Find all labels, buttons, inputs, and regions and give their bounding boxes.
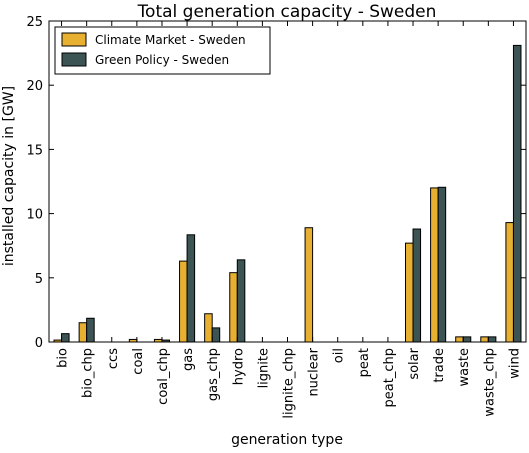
legend: Climate Market - Sweden Green Policy - Sw… — [54, 26, 271, 75]
y-tick-label: 0 — [35, 336, 43, 351]
bar-solar-series-2 — [412, 228, 422, 343]
x-tick-label-coal_chp: coal_chp — [156, 348, 171, 405]
x-tick-label-oil: oil — [332, 348, 347, 363]
bar-waste-series-2 — [462, 336, 472, 343]
x-axis-label: generation type — [231, 432, 343, 448]
bar-solar-series-1 — [404, 242, 414, 343]
x-ticks: bio bio_chp ccs coal coal_chp gas gas_chp hydro… — [56, 21, 522, 419]
y-tick-label: 10 — [26, 208, 43, 223]
x-tick-label-gas_chp: gas_chp — [206, 348, 221, 401]
legend-box — [54, 26, 271, 75]
bar-waste_chp-series-2 — [487, 336, 497, 343]
x-tick-label-lignite_chp: lignite_chp — [282, 348, 297, 419]
bar-gas_chp-series-2 — [211, 327, 221, 343]
bar-nuclear-series-1 — [304, 227, 314, 343]
legend-swatch-2 — [61, 52, 87, 67]
y-tick-label: 15 — [26, 143, 43, 158]
legend-swatch-1 — [61, 32, 87, 47]
y-ticks: 0 5 10 15 20 25 — [26, 15, 526, 351]
bar-bio-series-2 — [61, 333, 70, 343]
x-tick-label-hydro: hydro — [231, 348, 246, 385]
x-tick-label-bio: bio — [56, 348, 71, 368]
x-tick-label-coal: coal — [131, 348, 146, 375]
bar-trade-series-1 — [430, 187, 439, 343]
x-tick-label-peat_chp: peat_chp — [382, 348, 397, 407]
bar-hydro-series-1 — [229, 272, 238, 343]
legend-label-1: Climate Market - Sweden — [95, 33, 246, 47]
bar-trade-series-2 — [437, 186, 447, 343]
x-tick-label-wind: wind — [507, 348, 522, 379]
bar-gas-series-1 — [179, 260, 188, 343]
y-tick-label: 20 — [26, 79, 43, 94]
chart-title: Total generation capacity - Sweden — [137, 2, 437, 22]
x-tick-label-ccs: ccs — [106, 348, 121, 369]
bar-waste_chp-series-1 — [480, 336, 489, 343]
x-tick-label-peat: peat — [357, 348, 372, 377]
bar-waste-series-1 — [455, 336, 464, 343]
x-tick-label-waste_chp: waste_chp — [482, 348, 497, 417]
bar-hydro-series-2 — [236, 259, 246, 343]
y-tick-label: 25 — [26, 15, 43, 30]
bar-gas-series-2 — [186, 234, 196, 343]
bar-gas_chp-series-1 — [204, 313, 213, 343]
bar-wind-series-2 — [512, 44, 522, 343]
x-tick-label-waste: waste — [457, 348, 472, 386]
bar-wind-series-1 — [505, 222, 514, 343]
y-axis-label: installed capacity in [GW] — [1, 86, 17, 266]
x-tick-label-bio_chp: bio_chp — [81, 348, 96, 398]
y-tick-label: 5 — [35, 272, 43, 287]
bars-layer — [53, 44, 522, 343]
x-tick-label-lignite: lignite — [256, 348, 271, 388]
x-tick-label-solar: solar — [407, 347, 422, 379]
x-tick-label-gas: gas — [181, 348, 196, 371]
x-tick-label-trade: trade — [432, 348, 447, 383]
legend-label-2: Green Policy - Sweden — [95, 53, 229, 67]
bar-bio_chp-series-1 — [78, 322, 88, 343]
x-tick-label-nuclear: nuclear — [307, 347, 322, 396]
bar-bio_chp-series-2 — [86, 317, 95, 343]
